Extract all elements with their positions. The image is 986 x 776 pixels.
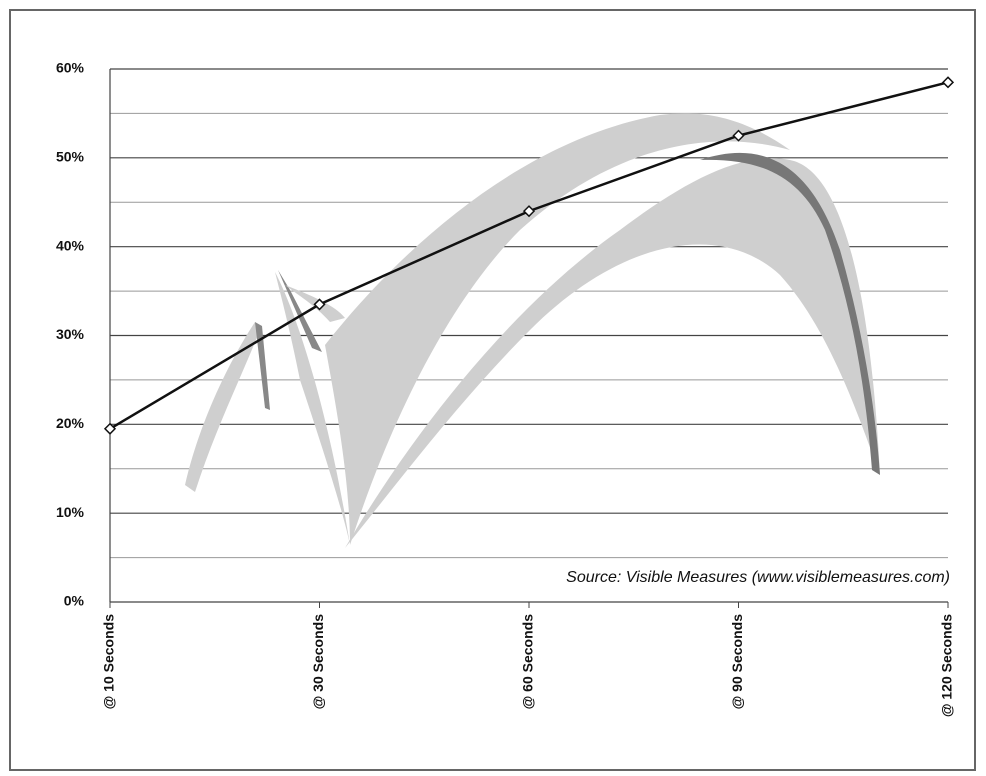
y-tick-label: 10%	[56, 504, 85, 520]
annotation: Source: Visible Measures (www.visiblemea…	[566, 569, 950, 586]
x-tick-label: @ 90 Seconds	[729, 614, 745, 710]
x-tick-label: @ 10 Seconds	[101, 614, 117, 710]
x-tick-label: @ 60 Seconds	[520, 614, 536, 710]
y-tick-label: 50%	[56, 149, 85, 165]
y-tick-label: 30%	[56, 326, 85, 342]
x-tick-label: @ 30 Seconds	[310, 614, 326, 710]
chart: Source: Visible Measures (www.visiblemea…	[0, 0, 986, 776]
frame	[10, 10, 975, 770]
y-tick-label: 40%	[56, 237, 85, 253]
y-tick-label: 60%	[56, 60, 85, 76]
x-tick-label: @ 120 Seconds	[939, 614, 955, 717]
y-tick-label: 20%	[56, 415, 85, 431]
y-tick-label: 0%	[64, 593, 85, 609]
